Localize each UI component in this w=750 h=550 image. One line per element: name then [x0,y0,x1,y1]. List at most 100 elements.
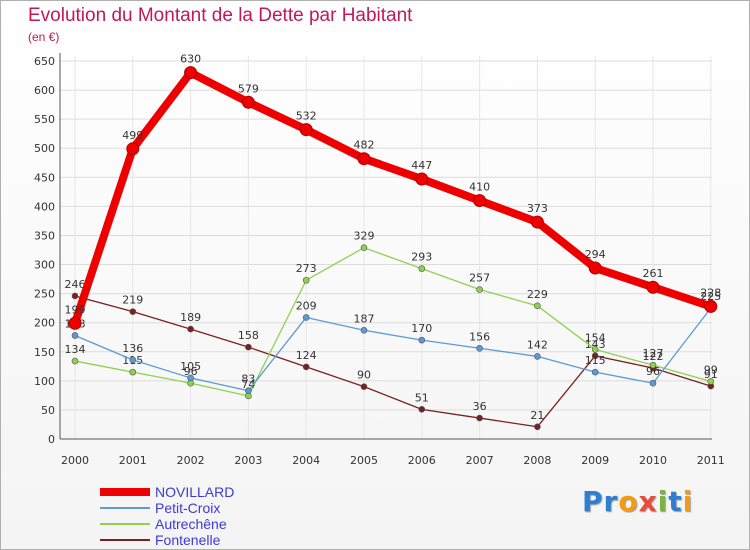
logo-letter: r [603,485,619,518]
data-point [415,172,429,186]
x-tick-label: 2002 [177,454,205,467]
data-label: 122 [643,350,664,363]
data-point [418,265,426,272]
data-point [649,379,657,387]
data-label: 99 [704,363,718,376]
data-point [418,406,426,413]
data-point [649,361,657,369]
data-point [71,292,79,300]
data-point [473,194,487,208]
data-point [476,286,483,293]
x-tick-label: 2007 [466,454,494,467]
data-point [241,95,255,109]
data-point [299,123,313,137]
data-label: 499 [122,129,143,142]
x-tick-label: 2006 [408,454,436,467]
x-tick-label: 2011 [697,454,725,467]
proxiti-logo: Proxiti [582,485,693,518]
data-label: 219 [122,294,143,307]
data-point [360,383,368,390]
data-label: 229 [527,288,548,301]
logo-letter: i [657,485,669,518]
data-label: 115 [585,354,606,367]
legend-label: Fontenelle [155,532,221,548]
data-label: 21 [530,409,544,422]
data-point [704,299,718,313]
series-line-autrechêne [74,247,712,397]
data-label: 136 [122,342,143,355]
data-point [187,374,194,382]
x-tick-label: 2001 [119,454,147,467]
data-label: 246 [65,278,86,291]
data-label: 209 [296,299,317,312]
data-label: 105 [180,360,201,373]
data-point [360,326,368,334]
logo-letter: i [682,485,694,518]
data-label: 96 [184,365,198,378]
data-point [591,352,599,360]
data-point [302,363,310,371]
data-label: 91 [704,368,718,381]
x-tick-label: 2010 [639,454,667,467]
data-label: 158 [238,329,259,342]
data-point [129,308,137,315]
data-point [476,414,483,422]
legend-label: Autrechêne [155,516,227,532]
y-tick-label: 50 [41,404,55,417]
data-point [418,336,426,344]
data-point [187,325,194,333]
y-tick-label: 500 [34,142,55,155]
data-label: 293 [411,251,432,264]
data-label: 532 [296,110,317,123]
data-label: 36 [473,400,487,413]
data-label: 273 [296,262,317,275]
logo-letter: t [668,485,683,518]
x-tick-label: 2009 [581,454,609,467]
data-point [71,332,79,339]
data-point [129,368,137,376]
series-line-fontenelle [74,295,712,428]
data-label: 225 [700,290,721,303]
data-label: 228 [700,286,721,299]
chart-title: Evolution du Montant de la Dette par Hab… [28,5,413,26]
y-tick-label: 400 [34,200,55,213]
y-tick-label: 350 [34,229,55,242]
data-point [245,387,252,395]
y-tick-label: 150 [34,346,55,359]
data-point [707,378,715,385]
chart-subtitle: (en €) [28,30,60,44]
series-line-novillard [71,68,715,328]
data-label: 156 [469,330,490,343]
x-tick-label: 2004 [292,454,320,467]
data-label: 199 [65,303,86,316]
data-label: 189 [180,311,201,324]
data-label: 257 [469,272,490,285]
y-tick-label: 550 [34,113,55,126]
data-point [530,215,544,229]
data-label: 154 [585,331,606,344]
data-point [588,261,602,275]
legend-label: NOVILLARD [155,484,234,500]
data-point [360,244,368,251]
data-label: 410 [469,181,490,194]
logo-letter: o [618,485,639,518]
data-point [357,152,371,166]
data-label: 579 [238,82,259,95]
data-point [68,316,82,330]
data-label: 447 [411,159,432,172]
y-tick-label: 450 [34,171,55,184]
x-tick-label: 2008 [523,454,551,467]
y-tick-label: 600 [34,84,55,97]
data-label: 90 [357,369,371,382]
data-label: 127 [643,347,664,360]
data-label: 142 [527,338,548,351]
data-label: 261 [643,267,664,280]
data-point [71,357,79,365]
data-label: 187 [354,312,375,325]
data-label: 482 [354,139,375,152]
data-label: 51 [415,391,429,404]
x-tick-label: 2003 [234,454,262,467]
data-point [129,356,137,364]
y-tick-label: 100 [34,375,55,388]
